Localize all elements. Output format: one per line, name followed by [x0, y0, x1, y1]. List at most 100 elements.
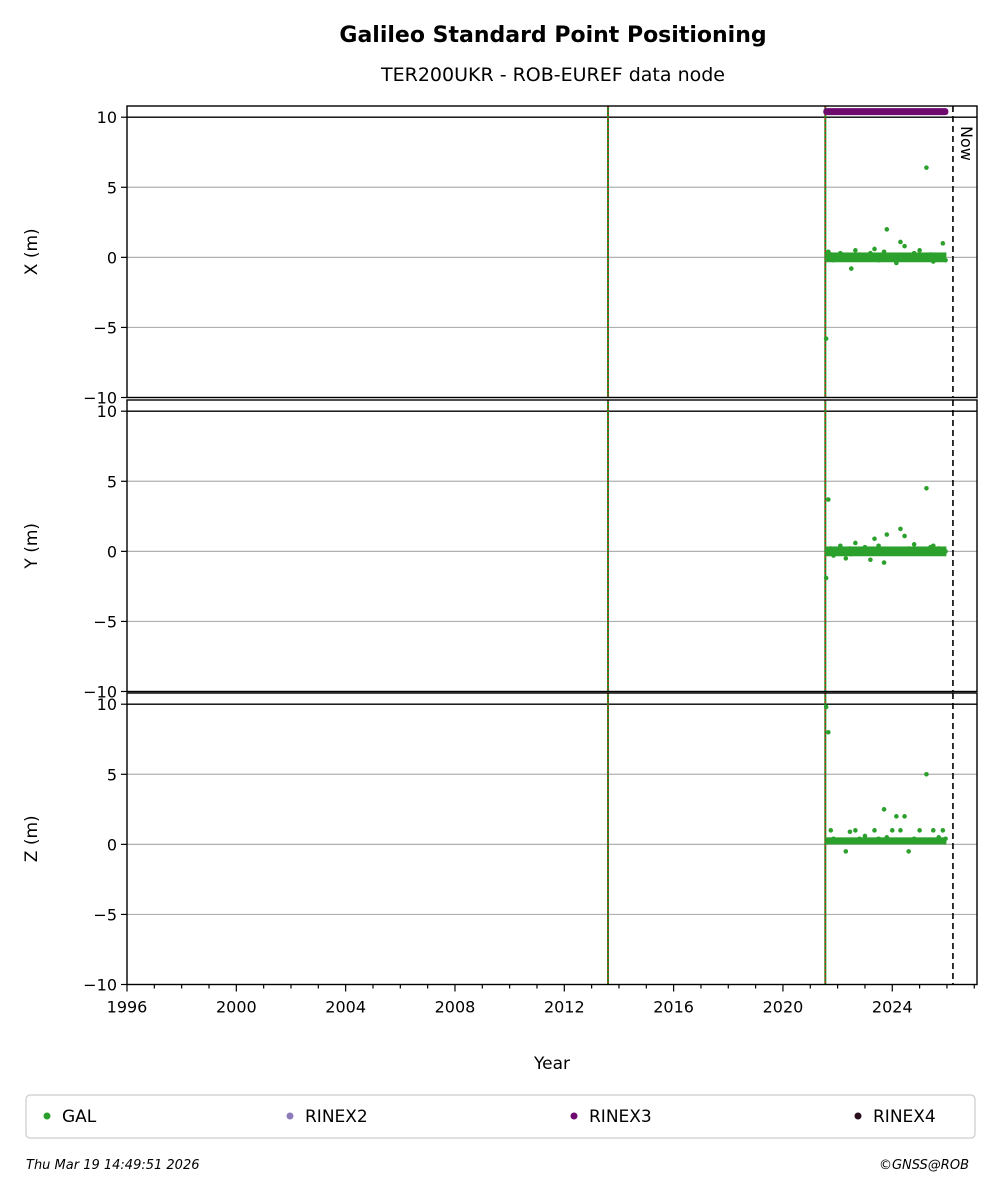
- legend-item-rinex2[interactable]: RINEX2: [286, 1107, 368, 1127]
- gal-point: [940, 828, 946, 833]
- y-tick-label: 0: [107, 835, 117, 854]
- legend-item-rinex4[interactable]: RINEX4: [854, 1107, 936, 1127]
- footer-timestamp: Thu Mar 19 14:49:51 2026: [26, 1158, 200, 1173]
- gal-point: [894, 260, 899, 266]
- footer-credit: ©GNSS@ROB: [879, 1158, 969, 1173]
- y-tick-label: −5: [93, 318, 117, 337]
- panel-z: −10 −5 0 5 10 Z (m): [22, 692, 978, 995]
- legend-marker-rinex2: [286, 1112, 294, 1120]
- y-tick-label: 10: [97, 402, 117, 421]
- gal-point: [831, 836, 836, 842]
- gal-point: [924, 771, 929, 777]
- gal-point: [928, 252, 933, 257]
- y-tick-label: −10: [83, 389, 117, 408]
- gal-point: [898, 526, 903, 532]
- gal-point: [876, 836, 881, 842]
- legend-label-gal: GAL: [62, 1107, 97, 1127]
- now-label: Now: [957, 126, 976, 161]
- gal-point: [872, 828, 877, 833]
- gal-point: [936, 835, 942, 840]
- gal-point: [828, 828, 834, 833]
- gal-point: [823, 575, 829, 581]
- panel-frame: [126, 399, 978, 693]
- gal-point: [881, 249, 887, 255]
- x-axis: 1996 2000 2004 2008 2012 2016 2020 2024: [107, 984, 975, 1017]
- gal-point: [853, 828, 858, 833]
- legend-item-gal[interactable]: GAL: [43, 1107, 97, 1127]
- gal-point: [828, 546, 834, 551]
- gal-point: [936, 546, 942, 551]
- gal-point: [847, 829, 853, 835]
- panel-frame: [126, 692, 978, 986]
- gal-point: [936, 253, 942, 259]
- y-tick-label: −5: [93, 612, 117, 631]
- gal-point: [943, 836, 948, 842]
- panel-x: Now −10 −5 0 5 10 X (m): [22, 105, 978, 408]
- gal-point: [853, 540, 858, 546]
- y-axis-label: Z (m): [22, 815, 42, 862]
- gal-point: [857, 836, 862, 842]
- chart-title: Galileo Standard Point Positioning: [339, 23, 766, 48]
- gal-point: [902, 243, 907, 249]
- gal-point: [943, 549, 948, 554]
- gal-point: [847, 256, 853, 262]
- gal-point: [831, 257, 836, 263]
- gal-point: [924, 165, 929, 170]
- gal-point: [889, 547, 895, 553]
- y-axis-label: X (m): [22, 228, 42, 275]
- x-tick-label: 1996: [107, 998, 148, 1017]
- gal-point: [898, 239, 903, 245]
- y-tick-label: 5: [107, 765, 117, 784]
- legend-box: [25, 1094, 976, 1139]
- x-tick-label: 2008: [435, 998, 476, 1017]
- gal-point: [881, 560, 887, 565]
- y-tick-label: 10: [97, 695, 117, 714]
- gal-point: [868, 839, 873, 844]
- gal-point: [838, 543, 843, 549]
- gal-point: [848, 266, 854, 271]
- gal-point: [843, 849, 849, 854]
- gal-point: [876, 543, 881, 549]
- gal-point: [848, 837, 854, 843]
- gal-point: [906, 849, 911, 854]
- x-tick-label: 2000: [216, 998, 257, 1017]
- gal-point: [906, 546, 911, 551]
- gal-point: [894, 549, 899, 554]
- gal-point: [835, 547, 840, 553]
- y-tick-label: −10: [83, 683, 117, 702]
- legend-item-rinex3[interactable]: RINEX3: [570, 1107, 652, 1127]
- legend-marker-gal: [43, 1112, 51, 1120]
- gal-point: [862, 833, 868, 839]
- gal-point: [823, 336, 829, 341]
- gal-point: [872, 246, 877, 252]
- rinex3-availability-bar: [823, 108, 949, 116]
- x-tick-label: 2016: [653, 998, 694, 1017]
- gal-point: [924, 485, 929, 491]
- gal-point: [917, 549, 922, 554]
- gal-point: [823, 704, 829, 710]
- chart-subtitle: TER200UKR - ROB-EUREF data node: [380, 64, 725, 86]
- gal-point: [881, 807, 887, 812]
- gal-point: [930, 828, 936, 833]
- y-tick-label: 0: [107, 248, 117, 267]
- gal-point: [848, 551, 854, 557]
- gal-point: [884, 835, 890, 840]
- x-tick-label: 2004: [325, 998, 366, 1017]
- gal-point: [884, 532, 890, 537]
- legend-label-rinex3: RINEX3: [589, 1107, 652, 1127]
- x-tick-label: 2012: [544, 998, 585, 1017]
- gal-point: [843, 253, 849, 259]
- gal-point: [943, 257, 948, 263]
- gal-point: [847, 546, 853, 551]
- gal-point: [889, 253, 895, 259]
- gal-point: [876, 257, 881, 263]
- gal-point: [857, 252, 862, 257]
- gal-point: [928, 837, 933, 843]
- legend-marker-rinex4: [854, 1112, 862, 1120]
- gal-point: [843, 556, 849, 561]
- gal-point: [911, 836, 917, 842]
- gal-point: [917, 248, 922, 253]
- legend-label-rinex2: RINEX2: [305, 1107, 368, 1127]
- legend-marker-rinex3: [570, 1112, 578, 1120]
